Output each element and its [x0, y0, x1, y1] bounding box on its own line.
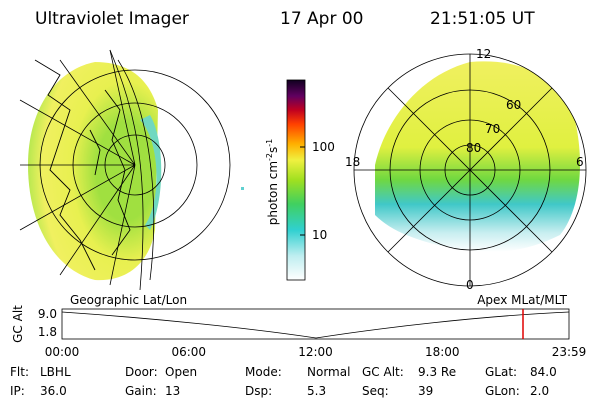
label-text: s	[266, 147, 280, 153]
field-label: Mode:	[245, 365, 282, 379]
altitude-curve	[61, 311, 570, 339]
field-value: 9.3 Re	[418, 365, 456, 379]
timeline-xtick: 23:59	[552, 345, 587, 359]
field-label: Dsp:	[245, 384, 272, 398]
label-sup: -2	[265, 153, 274, 161]
colorbar	[286, 79, 306, 281]
field-label: Door:	[125, 365, 158, 379]
field-label: Flt:	[10, 365, 29, 379]
mlt-label: 0	[466, 278, 474, 292]
geographic-image	[19, 49, 231, 291]
field-value: 2.0	[530, 384, 549, 398]
mlt-label: 18	[345, 155, 360, 169]
lat-label: 70	[485, 122, 500, 136]
mlt-label: 12	[476, 47, 491, 61]
colorbar-label: photon cm-2s-1	[265, 139, 280, 226]
polar-image	[353, 53, 587, 287]
field-value: LBHL	[40, 365, 71, 379]
timeline-ytick: 9.0	[38, 307, 57, 321]
field-value: 5.3	[307, 384, 326, 398]
time: 21:51:05 UT	[430, 9, 535, 29]
label-sup: -1	[265, 139, 274, 147]
field-label: Gain:	[125, 384, 157, 398]
panel-label: Apex MLat/MLT	[477, 293, 567, 307]
timeline-xtick: 00:00	[45, 345, 80, 359]
field-label: GC Alt:	[362, 365, 404, 379]
field-value: 13	[165, 384, 180, 398]
lat-label: 60	[506, 98, 521, 112]
field-label: GLat:	[485, 365, 517, 379]
date: 17 Apr 00	[280, 9, 363, 29]
field-label: Seq:	[362, 384, 389, 398]
label-text: photon cm	[266, 161, 280, 225]
colorbar-tick-label: 10	[312, 228, 327, 242]
field-value: Open	[165, 365, 197, 379]
timeline-frame	[61, 308, 570, 340]
timeline-xtick: 06:00	[171, 345, 206, 359]
speck	[241, 187, 244, 190]
instrument: Ultraviolet Imager	[35, 9, 189, 29]
timeline-ytick: 1.8	[38, 325, 57, 339]
field-value: 36.0	[40, 384, 67, 398]
field-label: GLon:	[485, 384, 520, 398]
colorbar-tick-label: 100	[312, 140, 335, 154]
timeline-xtick: 12:00	[298, 345, 333, 359]
timeline-ylabel: GC Alt	[11, 305, 25, 343]
field-label: IP:	[10, 384, 25, 398]
mlt-label: 6	[576, 155, 584, 169]
lat-label: 80	[466, 141, 481, 155]
field-value: 39	[418, 384, 433, 398]
panel-label: Geographic Lat/Lon	[70, 293, 187, 307]
field-value: Normal	[307, 365, 350, 379]
timeline-xtick: 18:00	[425, 345, 460, 359]
field-value: 84.0	[530, 365, 557, 379]
